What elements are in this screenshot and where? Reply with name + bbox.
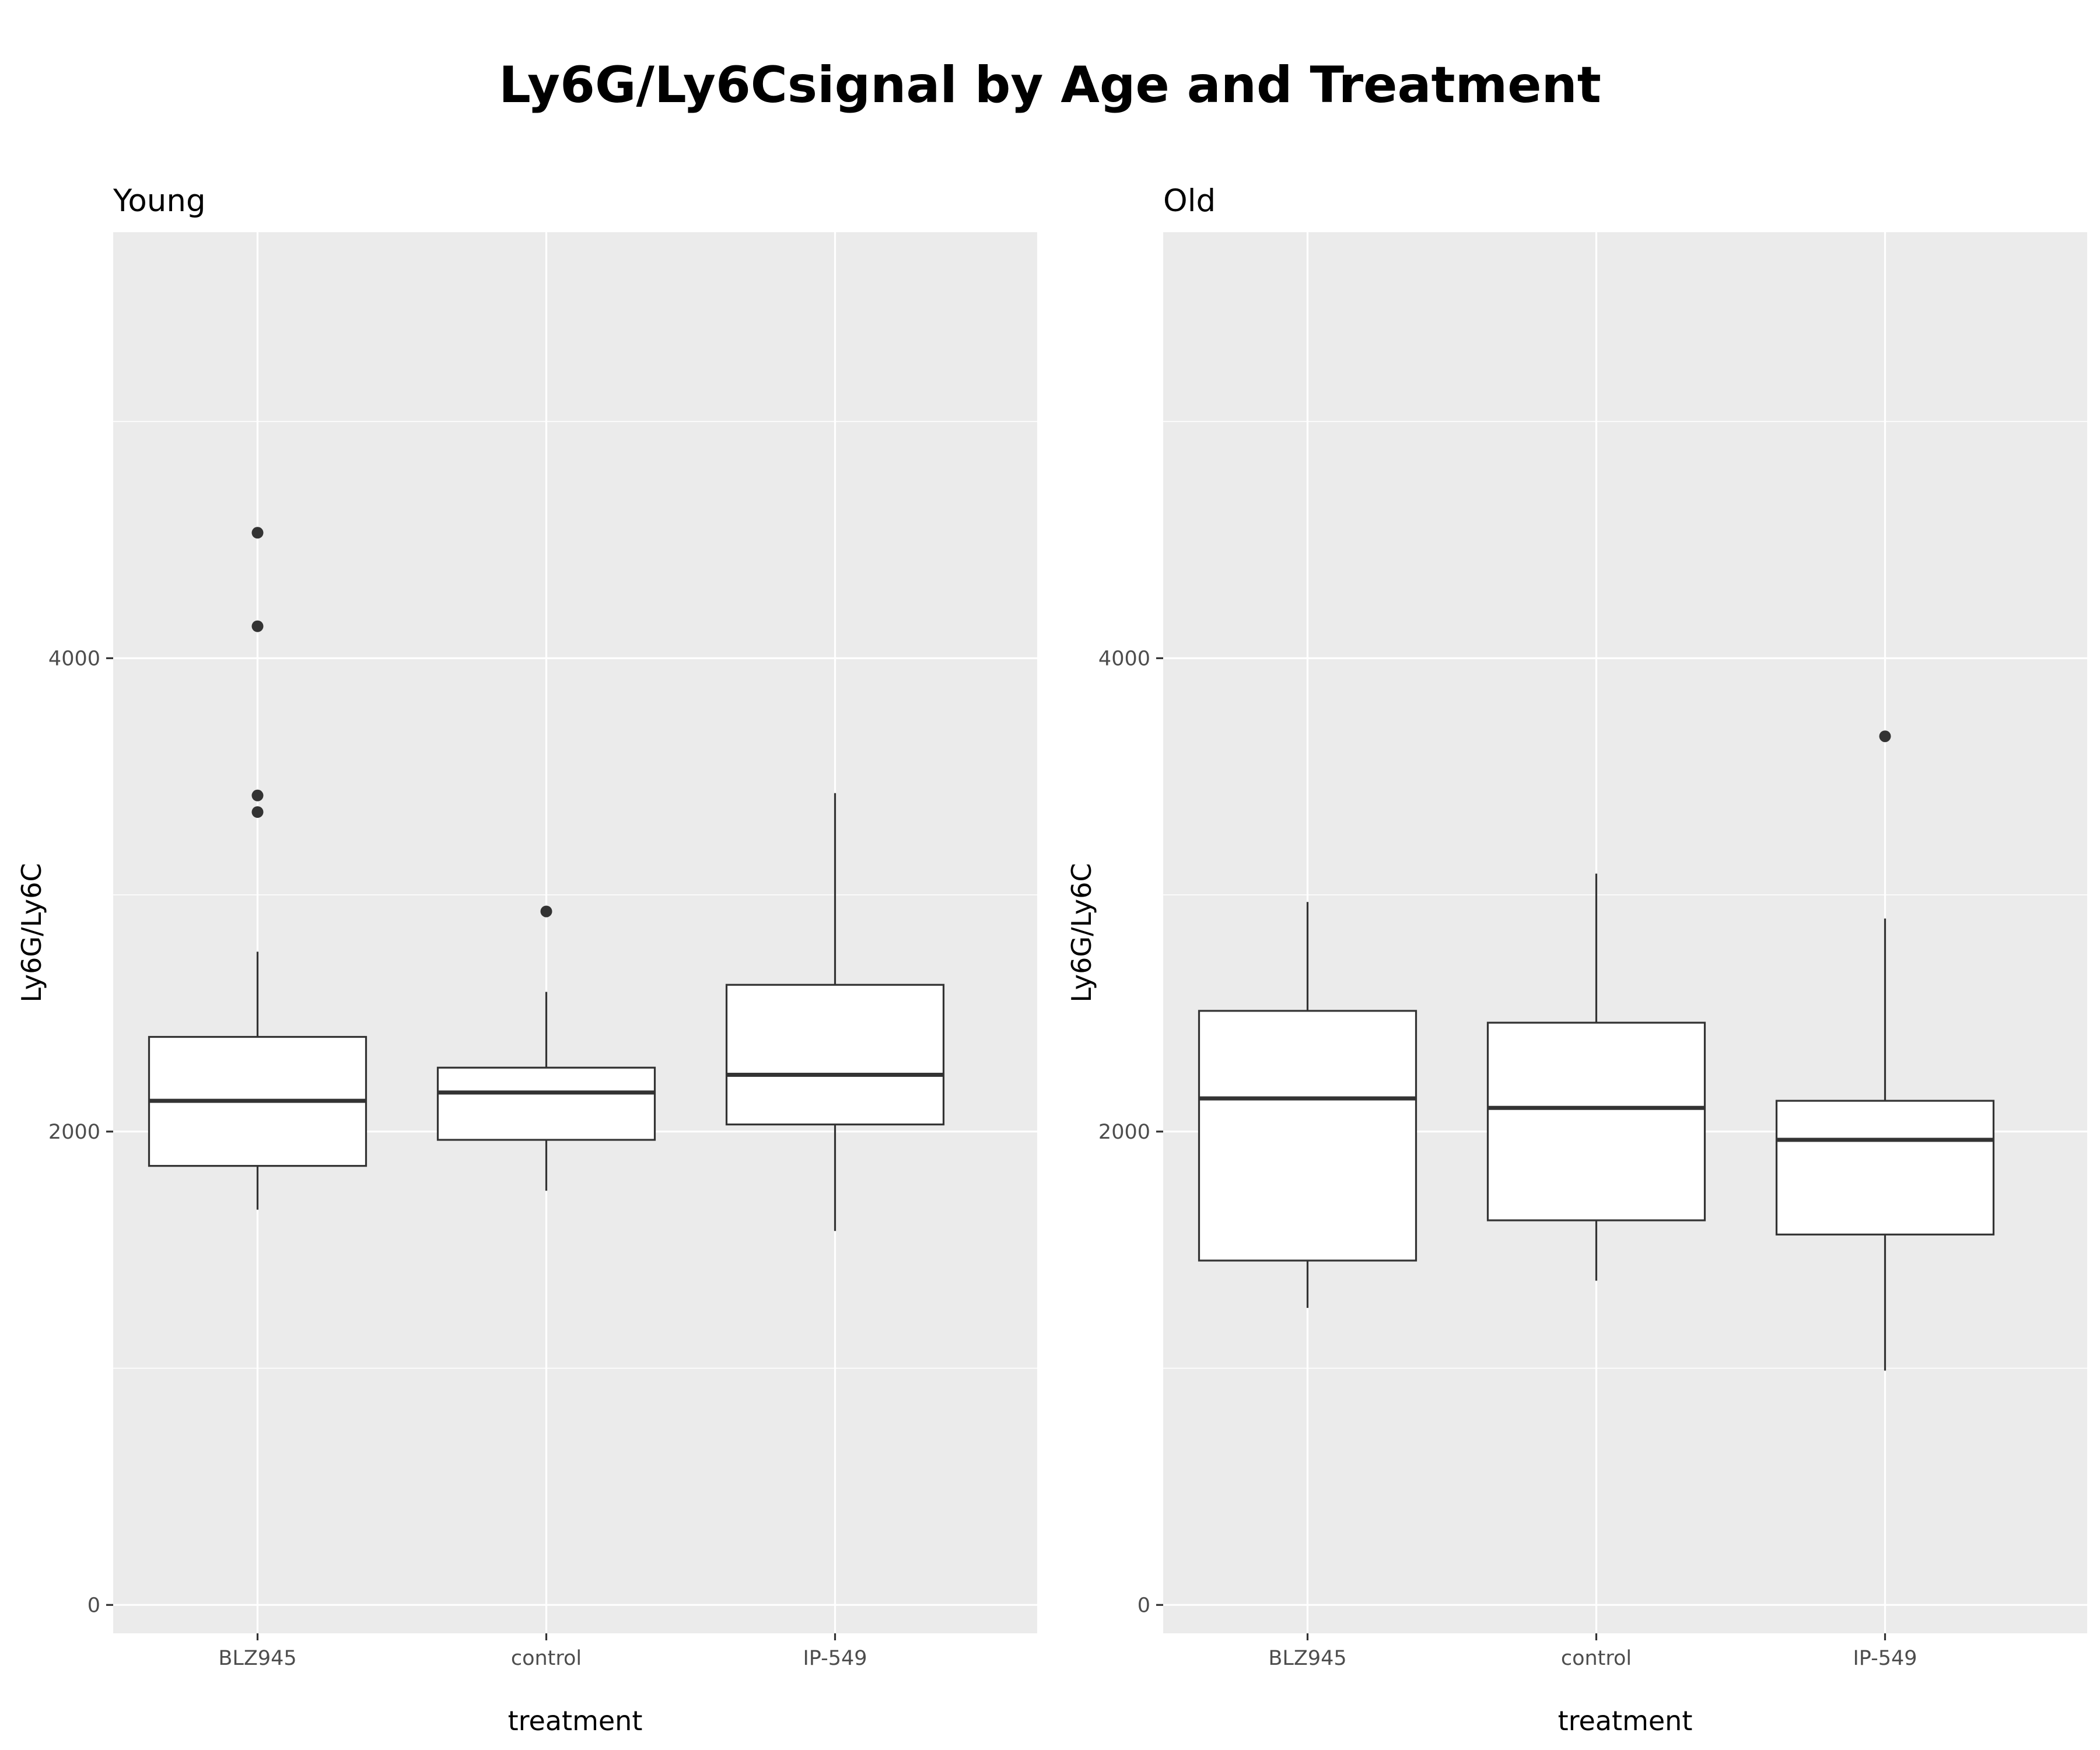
box-ip-549 (1775, 730, 1995, 1371)
y-tick-label: 0 (88, 1594, 100, 1617)
box-control (436, 905, 656, 1191)
x-tick-label: IP-549 (803, 1647, 867, 1670)
x-tick-label: control (1561, 1647, 1632, 1670)
outlier-point (251, 620, 264, 632)
y-tick-label: 2000 (48, 1121, 100, 1144)
facet-title-old: Old (1163, 183, 1216, 219)
y-axis-title: Ly6G/Ly6C (16, 863, 47, 1002)
y-tick-label: 4000 (1098, 647, 1150, 670)
x-tick-label: BLZ945 (1268, 1647, 1346, 1670)
x-axis-title: treatment (1558, 1705, 1693, 1737)
facet-panels: Young 0 2000 4000 BLZ945 control IP-549 treatme… (16, 183, 2087, 1737)
iqr-box (1775, 1100, 1995, 1236)
box-blz945 (148, 527, 368, 1210)
x-tick-label: IP-549 (1853, 1647, 1917, 1670)
iqr-box (436, 1066, 656, 1141)
panel-young: Young 0 2000 4000 BLZ945 control IP-549 treatme… (16, 183, 1037, 1737)
panel-old: Old 0 2000 4000 BLZ945 control IP-549 treatment… (1066, 183, 2087, 1737)
box-control (1486, 873, 1706, 1281)
outlier-point (251, 789, 264, 802)
panel-background (1163, 232, 2087, 1633)
outlier-point (540, 905, 552, 918)
y-tick-label: 2000 (1098, 1121, 1150, 1144)
y-tick-label: 0 (1138, 1594, 1150, 1617)
iqr-box (1198, 1010, 1418, 1262)
facet-title-young: Young (113, 183, 206, 219)
iqr-box (1486, 1021, 1706, 1222)
panel-background (113, 232, 1037, 1633)
x-tick-label: BLZ945 (218, 1647, 296, 1670)
y-tick-label: 4000 (48, 647, 100, 670)
x-axis-title: treatment (508, 1705, 643, 1737)
box-ip-549 (725, 793, 945, 1231)
outlier-point (251, 527, 264, 539)
box-blz945 (1198, 902, 1418, 1308)
iqr-box (725, 984, 945, 1126)
outlier-point (251, 806, 264, 818)
outlier-point (1879, 730, 1891, 743)
y-axis-title: Ly6G/Ly6C (1066, 863, 1097, 1002)
x-tick-label: control (511, 1647, 582, 1670)
chart-title: Ly6G/Ly6Csignal by Age and Treatment (499, 56, 1601, 114)
